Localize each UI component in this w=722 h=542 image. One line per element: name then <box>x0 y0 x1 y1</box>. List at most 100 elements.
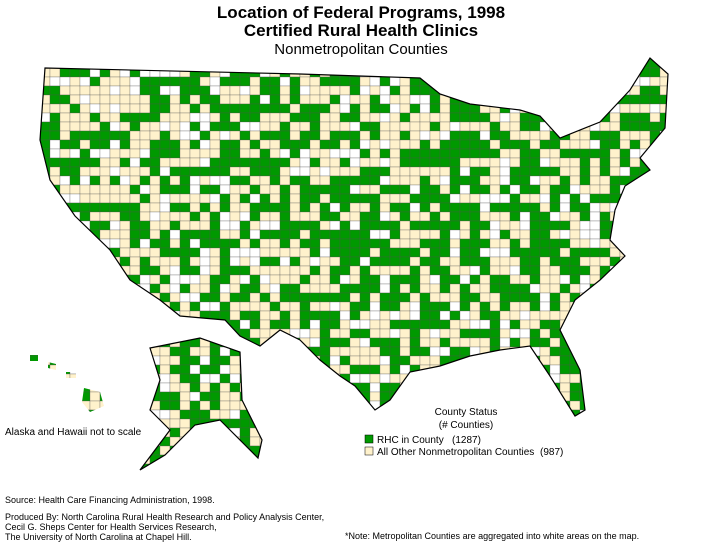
county <box>259 445 271 456</box>
county <box>369 274 381 285</box>
county <box>649 256 661 267</box>
county <box>209 445 221 456</box>
county <box>329 337 341 348</box>
county <box>289 193 301 204</box>
county <box>609 238 621 249</box>
county <box>439 103 451 114</box>
county <box>30 85 41 96</box>
county <box>509 202 521 213</box>
county <box>30 76 31 87</box>
legend-count: (1287) <box>452 435 481 446</box>
county <box>379 364 391 375</box>
county <box>279 400 291 411</box>
county <box>670 464 680 473</box>
county <box>179 382 191 393</box>
county <box>499 112 511 123</box>
county <box>49 130 61 141</box>
county <box>569 67 581 78</box>
county <box>640 473 650 482</box>
county <box>399 94 411 105</box>
county <box>519 418 531 429</box>
county <box>99 121 111 132</box>
county <box>519 256 531 267</box>
county <box>429 355 441 366</box>
county <box>99 166 111 177</box>
county <box>309 175 321 186</box>
county <box>469 94 481 105</box>
county <box>159 103 171 114</box>
county <box>159 382 171 393</box>
county <box>349 202 361 213</box>
county <box>279 373 291 384</box>
county <box>149 67 161 78</box>
county <box>359 211 371 222</box>
county <box>229 166 241 177</box>
county <box>579 220 591 231</box>
county <box>459 337 471 348</box>
county <box>569 85 581 96</box>
county <box>319 400 331 411</box>
county <box>109 283 121 294</box>
county <box>89 238 101 249</box>
county <box>319 310 331 321</box>
county <box>249 148 261 159</box>
county <box>329 319 341 330</box>
county <box>219 301 231 312</box>
county <box>439 112 451 123</box>
county <box>439 310 451 321</box>
county <box>509 58 521 60</box>
county <box>159 112 171 123</box>
county <box>349 103 361 114</box>
county <box>399 193 411 204</box>
county <box>480 473 490 482</box>
county <box>599 202 611 213</box>
county <box>49 157 61 168</box>
county <box>599 85 611 96</box>
county <box>649 310 661 321</box>
county <box>49 220 61 231</box>
county <box>159 256 171 267</box>
county <box>289 148 301 159</box>
county <box>429 148 441 159</box>
county <box>469 355 481 366</box>
county <box>269 121 281 132</box>
county <box>489 247 501 258</box>
county <box>169 247 181 258</box>
county <box>499 436 511 447</box>
county <box>89 166 101 177</box>
county <box>539 319 551 330</box>
county <box>309 247 321 258</box>
county <box>559 409 571 420</box>
county <box>409 211 421 222</box>
county <box>509 283 521 294</box>
county <box>239 292 251 303</box>
county <box>89 373 101 384</box>
county <box>349 256 361 267</box>
county <box>179 211 191 222</box>
county <box>519 229 531 240</box>
county <box>229 454 241 465</box>
county <box>119 337 131 348</box>
county <box>319 301 331 312</box>
county <box>169 364 181 375</box>
county <box>309 418 321 429</box>
county <box>269 301 281 312</box>
county <box>529 121 541 132</box>
county <box>659 166 668 177</box>
county <box>599 337 611 348</box>
county <box>349 427 361 438</box>
county <box>549 211 561 222</box>
county <box>409 283 421 294</box>
county <box>329 130 341 141</box>
county-map <box>30 58 680 482</box>
county <box>269 148 281 159</box>
county <box>629 355 641 366</box>
county <box>30 310 41 321</box>
county <box>89 157 101 168</box>
county <box>379 211 391 222</box>
county <box>529 166 541 177</box>
county <box>569 238 581 249</box>
county <box>529 274 541 285</box>
county <box>649 58 661 60</box>
county <box>279 319 291 330</box>
